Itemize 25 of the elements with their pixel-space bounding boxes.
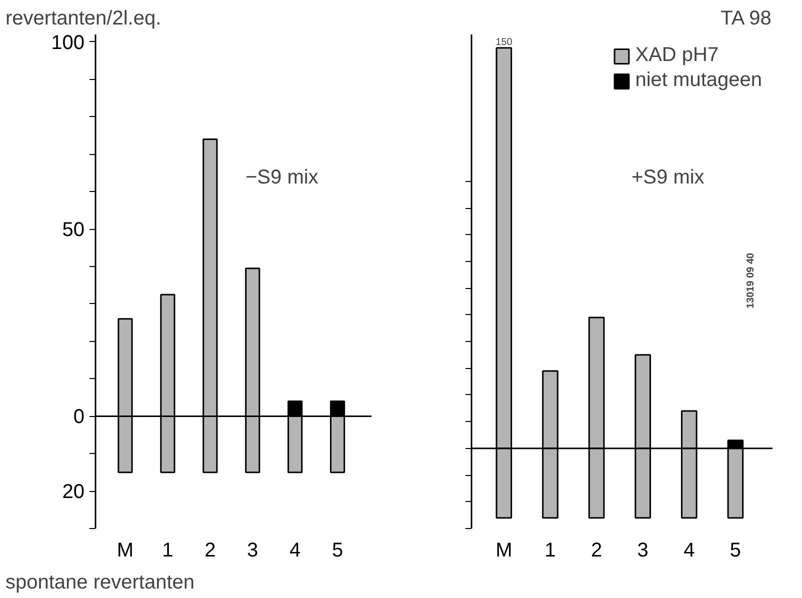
x-tick-label: 2	[204, 540, 216, 562]
y-tick-label: 20	[62, 481, 85, 504]
x-tick-label: 1	[544, 540, 556, 562]
x-tick-label: 3	[637, 540, 648, 562]
data-label: 150	[496, 36, 513, 48]
annotation: −S9 mix	[246, 166, 318, 188]
y-tick-label: 0	[73, 406, 84, 428]
x-tick-label: 1	[162, 540, 174, 562]
x-tick-label: 4	[290, 540, 301, 562]
legend-label: niet mutageen	[635, 69, 762, 92]
x-tick-label: M	[496, 540, 512, 562]
chart-title: TA 98	[720, 8, 772, 30]
annotation: 13019 09 40	[746, 252, 756, 308]
annotation: +S9 mix	[632, 166, 704, 188]
x-tick-label: 5	[730, 540, 742, 562]
x-tick-label: 5	[332, 540, 344, 562]
x-tick-label: M	[116, 540, 134, 562]
y-tick-label: 100	[51, 32, 85, 54]
legend-label: XAD pH7	[635, 44, 719, 67]
y-axis-title: revertanten/2l.eq.	[6, 8, 162, 30]
text: spontane revertanten	[6, 572, 195, 594]
y-tick-label: 50	[62, 219, 85, 242]
x-tick-label: 3	[247, 540, 258, 562]
x-tick-label: 2	[590, 540, 602, 562]
x-tick-label: 4	[684, 540, 695, 562]
